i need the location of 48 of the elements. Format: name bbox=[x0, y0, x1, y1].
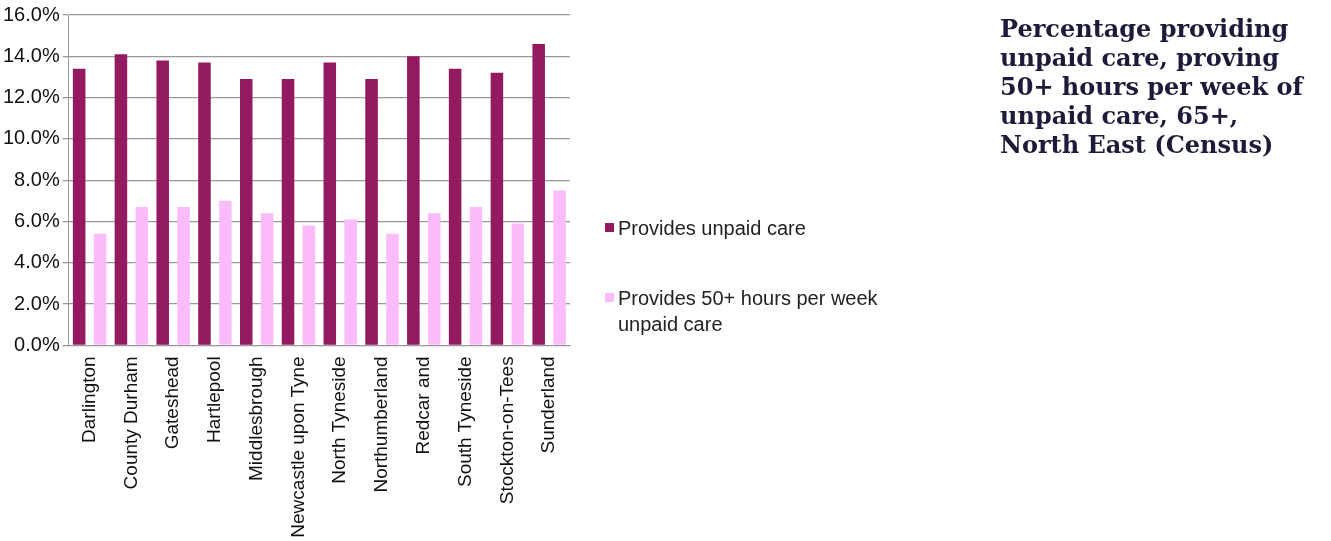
bar bbox=[135, 207, 149, 345]
bar bbox=[281, 79, 295, 345]
bar bbox=[427, 213, 441, 345]
bar bbox=[407, 56, 420, 345]
bar bbox=[469, 207, 483, 345]
bar bbox=[344, 219, 357, 345]
bar bbox=[532, 43, 545, 345]
bar bbox=[323, 62, 337, 345]
bar bbox=[72, 68, 86, 345]
bar bbox=[260, 213, 274, 345]
y-tick-label: 12.0% bbox=[2, 85, 60, 108]
x-tick-label: Sunderland bbox=[537, 356, 559, 454]
bar bbox=[386, 233, 399, 345]
x-tick-label: Newcastle upon Tyne bbox=[286, 356, 308, 538]
y-tick-label: 4.0% bbox=[14, 250, 60, 273]
x-tick-label: South Tyneside bbox=[453, 356, 475, 487]
x-tick-label: County Durham bbox=[119, 356, 141, 490]
bar bbox=[156, 60, 169, 345]
bar bbox=[93, 233, 107, 345]
y-tick-label: 2.0% bbox=[14, 291, 60, 314]
y-tick-label: 16.0% bbox=[2, 2, 60, 25]
x-tick-label: Darlington bbox=[77, 356, 99, 443]
text: Percentage providing unpaid care, proving 50+ hours per week of unpaid care, 65+, North East (Census) bbox=[1000, 14, 1305, 159]
y-tick-label: 0.0% bbox=[14, 332, 60, 355]
bar bbox=[365, 79, 378, 345]
bar bbox=[511, 223, 525, 345]
bar bbox=[302, 225, 316, 345]
x-tick-label: Northumberland bbox=[370, 356, 392, 493]
bar bbox=[177, 207, 190, 345]
x-tick-label: Middlesbrough bbox=[244, 356, 266, 481]
bar bbox=[114, 54, 128, 345]
legend-label: Provides 50+ hours per week unpaid care bbox=[618, 286, 879, 337]
legend-label: Provides unpaid care bbox=[618, 216, 807, 241]
bar bbox=[198, 62, 211, 345]
y-tick-label: 10.0% bbox=[2, 126, 60, 149]
x-tick-label: Gateshead bbox=[161, 356, 183, 450]
bar bbox=[490, 72, 504, 345]
y-tick-label: 8.0% bbox=[14, 167, 60, 190]
y-tick-label: 6.0% bbox=[14, 208, 60, 231]
bar bbox=[553, 190, 566, 345]
bar bbox=[448, 68, 462, 345]
bar bbox=[239, 79, 253, 345]
x-tick-label: North Tyneside bbox=[328, 356, 350, 484]
bar bbox=[219, 200, 232, 345]
x-tick-label: Redcar and bbox=[412, 356, 434, 455]
x-tick-label: Stockton-on-Tees bbox=[495, 356, 517, 505]
y-tick-label: 14.0% bbox=[2, 43, 60, 66]
x-tick-label: Hartlepool bbox=[203, 356, 225, 443]
